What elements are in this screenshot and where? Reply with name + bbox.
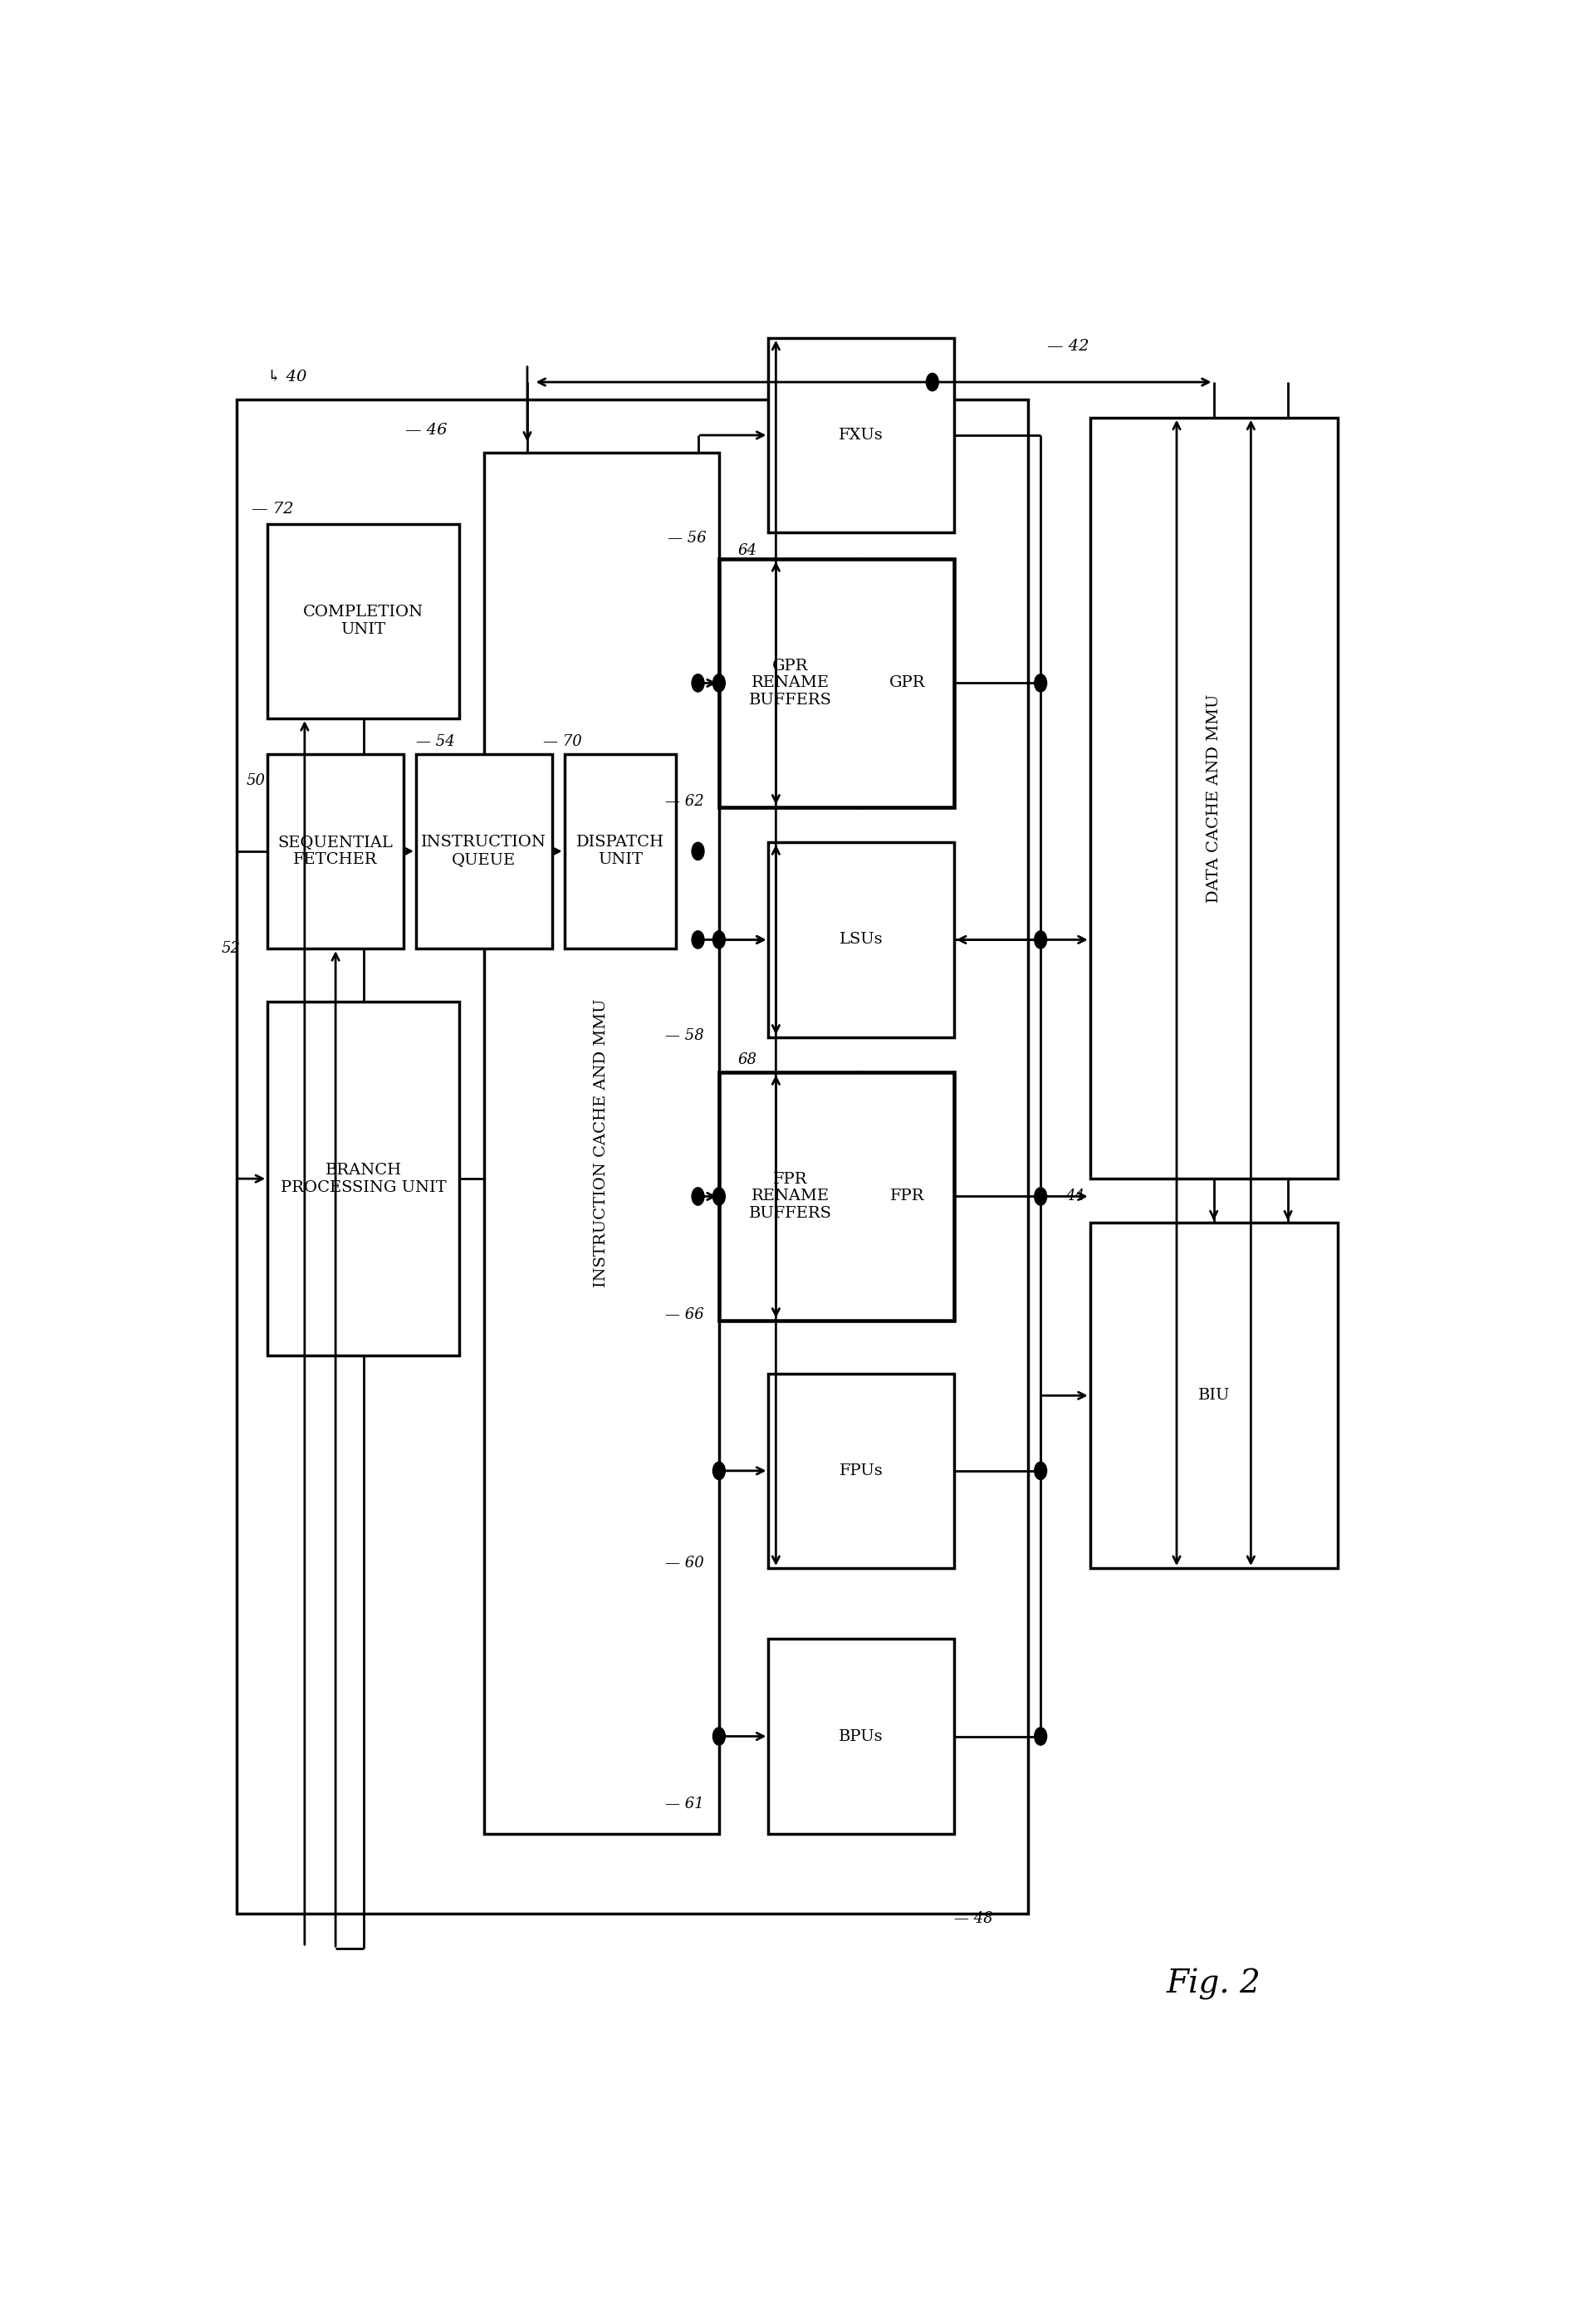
Text: BPUs: BPUs bbox=[839, 1729, 884, 1745]
Text: — 60: — 60 bbox=[666, 1556, 704, 1570]
Text: DISPATCH
UNIT: DISPATCH UNIT bbox=[576, 835, 664, 867]
Text: — 42: — 42 bbox=[1047, 340, 1088, 354]
Circle shape bbox=[1034, 674, 1047, 692]
Text: ↳ 40: ↳ 40 bbox=[268, 370, 306, 384]
Text: — 54: — 54 bbox=[417, 733, 455, 749]
Text: FPUs: FPUs bbox=[839, 1462, 883, 1478]
Text: FPR: FPR bbox=[891, 1189, 924, 1205]
Text: — 66: — 66 bbox=[666, 1308, 704, 1322]
Text: BRANCH
PROCESSING UNIT: BRANCH PROCESSING UNIT bbox=[281, 1163, 447, 1195]
Circle shape bbox=[1034, 1189, 1047, 1205]
Circle shape bbox=[713, 931, 725, 949]
FancyBboxPatch shape bbox=[268, 754, 404, 949]
Text: 44: 44 bbox=[1066, 1189, 1084, 1205]
FancyBboxPatch shape bbox=[718, 559, 954, 807]
Text: GPR: GPR bbox=[889, 676, 926, 690]
FancyBboxPatch shape bbox=[862, 559, 954, 807]
FancyBboxPatch shape bbox=[862, 1071, 954, 1320]
Text: 68: 68 bbox=[737, 1053, 757, 1067]
FancyBboxPatch shape bbox=[417, 754, 552, 949]
FancyBboxPatch shape bbox=[1090, 1223, 1337, 1568]
FancyBboxPatch shape bbox=[718, 1071, 862, 1320]
Text: BIU: BIU bbox=[1199, 1389, 1229, 1402]
FancyBboxPatch shape bbox=[268, 1002, 460, 1356]
Text: GPR
RENAME
BUFFERS: GPR RENAME BUFFERS bbox=[749, 658, 832, 708]
Text: INSTRUCTION CACHE AND MMU: INSTRUCTION CACHE AND MMU bbox=[594, 1000, 610, 1287]
FancyBboxPatch shape bbox=[718, 1071, 954, 1320]
Text: — 72: — 72 bbox=[252, 501, 294, 517]
Text: — 46: — 46 bbox=[405, 423, 447, 437]
Circle shape bbox=[1034, 1727, 1047, 1745]
Text: — 70: — 70 bbox=[543, 733, 583, 749]
Text: SEQUENTIAL
FETCHER: SEQUENTIAL FETCHER bbox=[278, 835, 393, 867]
Circle shape bbox=[1034, 931, 1047, 949]
FancyBboxPatch shape bbox=[565, 754, 675, 949]
FancyBboxPatch shape bbox=[769, 841, 954, 1037]
Text: 52: 52 bbox=[222, 940, 241, 956]
Circle shape bbox=[1034, 1462, 1047, 1481]
Text: LSUs: LSUs bbox=[839, 931, 883, 947]
FancyBboxPatch shape bbox=[769, 1373, 954, 1568]
FancyBboxPatch shape bbox=[1090, 418, 1337, 1179]
FancyBboxPatch shape bbox=[484, 453, 718, 1835]
Text: COMPLETION
UNIT: COMPLETION UNIT bbox=[303, 605, 423, 637]
Text: FXUs: FXUs bbox=[839, 428, 884, 444]
Text: 50: 50 bbox=[246, 772, 265, 789]
Text: — 62: — 62 bbox=[666, 793, 704, 809]
FancyBboxPatch shape bbox=[769, 1639, 954, 1835]
Text: — 56: — 56 bbox=[667, 531, 707, 545]
Circle shape bbox=[713, 1462, 725, 1481]
Text: — 61: — 61 bbox=[666, 1796, 704, 1812]
Circle shape bbox=[691, 841, 704, 860]
Circle shape bbox=[691, 1189, 704, 1205]
Text: — 48: — 48 bbox=[954, 1910, 993, 1927]
Circle shape bbox=[926, 372, 938, 391]
Text: DATA CACHE AND MMU: DATA CACHE AND MMU bbox=[1207, 694, 1221, 904]
Text: — 58: — 58 bbox=[666, 1028, 704, 1044]
Text: Fig. 2: Fig. 2 bbox=[1167, 1968, 1261, 2000]
Circle shape bbox=[713, 1727, 725, 1745]
FancyBboxPatch shape bbox=[718, 559, 862, 807]
Circle shape bbox=[713, 1189, 725, 1205]
FancyBboxPatch shape bbox=[236, 400, 1028, 1913]
Circle shape bbox=[691, 674, 704, 692]
FancyBboxPatch shape bbox=[268, 524, 460, 717]
Circle shape bbox=[691, 931, 704, 949]
Text: FPR
RENAME
BUFFERS: FPR RENAME BUFFERS bbox=[749, 1172, 832, 1221]
Text: 64: 64 bbox=[737, 543, 757, 559]
FancyBboxPatch shape bbox=[769, 338, 954, 533]
Circle shape bbox=[713, 674, 725, 692]
Text: INSTRUCTION
QUEUE: INSTRUCTION QUEUE bbox=[421, 835, 546, 867]
